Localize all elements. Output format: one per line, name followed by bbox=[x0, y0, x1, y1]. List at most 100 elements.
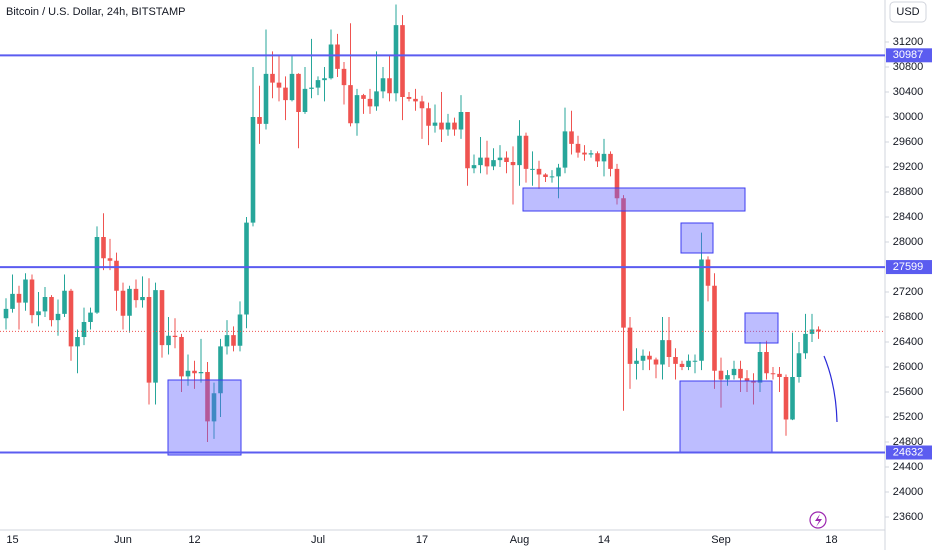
candle-body bbox=[159, 290, 165, 346]
currency-label[interactable]: USD bbox=[896, 6, 919, 18]
candle-body bbox=[374, 91, 379, 107]
candle-body bbox=[289, 73, 295, 101]
candle-body bbox=[621, 198, 626, 328]
currency-button[interactable] bbox=[889, 1, 927, 23]
candle-body bbox=[276, 82, 282, 88]
event-icon-bolt bbox=[815, 514, 822, 527]
y-tick-label: 30000 bbox=[893, 111, 924, 123]
candle-body bbox=[179, 337, 184, 377]
candle-body bbox=[796, 353, 802, 377]
candle-body bbox=[432, 122, 438, 126]
candle-body bbox=[127, 288, 132, 316]
zone bbox=[522, 187, 746, 212]
candle-body bbox=[627, 327, 633, 364]
y-tick-label: 26800 bbox=[893, 311, 924, 323]
x-tick-label: 15 bbox=[6, 534, 18, 546]
x-tick-label: Aug bbox=[510, 534, 530, 546]
x-tick-label: 18 bbox=[825, 534, 837, 546]
candle-body bbox=[367, 98, 373, 107]
candle-body bbox=[49, 297, 54, 321]
y-tick-label: 29200 bbox=[893, 161, 924, 173]
candle-body bbox=[88, 312, 93, 322]
candle-body bbox=[471, 165, 477, 169]
candle-body bbox=[660, 340, 665, 365]
y-tick-label: 26000 bbox=[893, 361, 924, 373]
candle-body bbox=[491, 160, 496, 167]
candle-body bbox=[419, 101, 425, 109]
candle-body bbox=[562, 131, 568, 168]
candle-body bbox=[517, 135, 522, 166]
candle-body bbox=[426, 108, 431, 126]
level-label: 27599 bbox=[893, 261, 924, 273]
candle-body bbox=[309, 87, 314, 89]
candle-body bbox=[302, 88, 308, 112]
candle-body bbox=[751, 380, 756, 383]
candle-body bbox=[536, 168, 542, 175]
candle-body bbox=[166, 335, 171, 346]
level-label: 24632 bbox=[893, 446, 924, 458]
candle-body bbox=[198, 372, 204, 374]
candle-body bbox=[361, 95, 366, 99]
candle-body bbox=[270, 73, 275, 83]
candle-body bbox=[114, 260, 119, 291]
candle-body bbox=[504, 157, 509, 162]
candle-body bbox=[484, 157, 490, 167]
candle-body bbox=[75, 337, 80, 347]
candle-body bbox=[218, 346, 223, 394]
candle-body bbox=[348, 85, 353, 124]
candle-body bbox=[770, 373, 776, 375]
y-tick-label: 24800 bbox=[893, 436, 924, 448]
candle-body bbox=[705, 259, 711, 286]
candle-body bbox=[341, 68, 347, 86]
y-tick-label: 28400 bbox=[893, 211, 924, 223]
candle-body bbox=[692, 360, 698, 362]
candle-body bbox=[146, 297, 152, 383]
candle-body bbox=[731, 368, 737, 376]
candle-body bbox=[133, 288, 139, 301]
candle-body bbox=[718, 370, 724, 380]
candle-body bbox=[478, 157, 483, 166]
candle-body bbox=[647, 355, 652, 360]
zone bbox=[744, 312, 779, 344]
candle-body bbox=[94, 237, 100, 313]
drawing-zones bbox=[167, 187, 779, 456]
candle-body bbox=[640, 355, 646, 361]
candle-body bbox=[283, 87, 288, 101]
candle-body bbox=[549, 176, 555, 178]
y-tick-label: 24400 bbox=[893, 461, 924, 473]
x-tick-label: Jul bbox=[311, 534, 325, 546]
candle-body bbox=[380, 78, 386, 92]
candle-body bbox=[744, 378, 750, 381]
y-tick-label: 31200 bbox=[893, 36, 924, 48]
candle-body bbox=[16, 293, 22, 303]
drawing-curve bbox=[823, 355, 838, 423]
candle-body bbox=[530, 168, 535, 170]
candle-body bbox=[140, 297, 145, 301]
candle-body bbox=[510, 162, 516, 166]
candle-body bbox=[10, 293, 15, 309]
candle-body bbox=[393, 25, 399, 94]
candle-body bbox=[445, 122, 451, 130]
candle-body bbox=[497, 157, 503, 161]
zone bbox=[167, 379, 242, 456]
candle-body bbox=[257, 117, 262, 124]
candle-body bbox=[23, 279, 28, 303]
candle-body bbox=[653, 359, 659, 365]
zone bbox=[679, 380, 773, 453]
candle-body bbox=[666, 340, 672, 357]
candle-body bbox=[244, 222, 249, 315]
candle-body bbox=[250, 117, 256, 223]
candle-body bbox=[120, 290, 126, 316]
candle-body bbox=[3, 308, 9, 319]
level-label: 30987 bbox=[893, 49, 924, 61]
candle-body bbox=[231, 335, 236, 346]
candle-body bbox=[224, 335, 230, 347]
candle-body bbox=[296, 73, 301, 112]
candle-body bbox=[153, 290, 158, 383]
candle-body bbox=[36, 311, 41, 316]
candle-body bbox=[237, 314, 243, 346]
candle-body bbox=[400, 25, 405, 97]
level-label-box bbox=[886, 260, 932, 275]
y-tick-label: 30400 bbox=[893, 86, 924, 98]
